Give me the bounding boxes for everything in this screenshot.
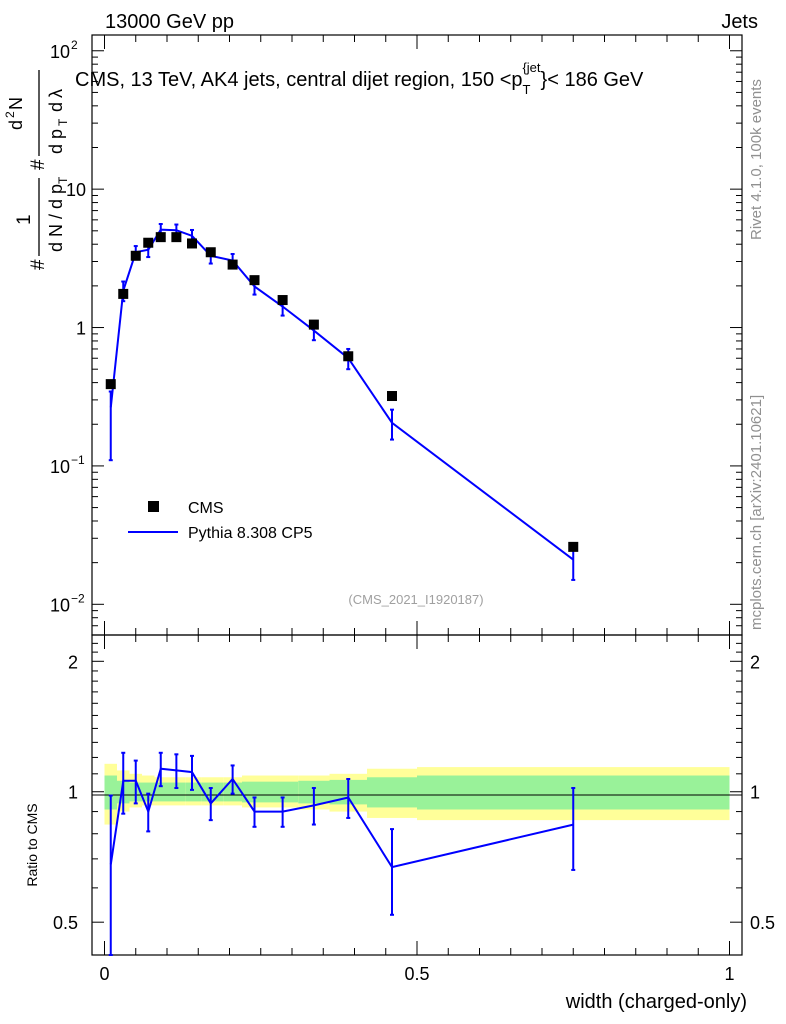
y-tick-label: 10 — [50, 595, 70, 615]
ratio-tick-label-right: 0.5 — [750, 913, 775, 933]
ratio-tick-label-right: 1 — [750, 783, 760, 803]
ratio-uncertainty-bands — [104, 763, 730, 825]
ratio-tick-label-right: 2 — [750, 652, 760, 672]
svg-text:d p: d p — [46, 129, 66, 154]
header-left: 13000 GeV pp — [105, 11, 234, 33]
svg-text:1: 1 — [14, 214, 35, 225]
svg-text:d: d — [46, 102, 66, 112]
svg-text:λ: λ — [46, 89, 66, 98]
cms-data-point — [343, 351, 354, 362]
band-inner-bin — [142, 782, 155, 802]
mcplots-label: mcplots.cern.ch [arXiv:2401.10621] — [748, 395, 765, 630]
cms-data-point — [205, 247, 216, 258]
cms-data-point — [171, 232, 182, 243]
cms-data-point — [568, 541, 579, 552]
y-tick-label: 10 — [50, 42, 70, 62]
x-axis-label: width (charged-only) — [565, 991, 747, 1013]
ratio-y-axis-label: Ratio to CMS — [24, 803, 40, 886]
svg-text:#: # — [28, 259, 49, 270]
x-tick-label: 0 — [99, 964, 109, 984]
cms-data-point — [277, 295, 288, 306]
cms-data-point — [387, 391, 397, 402]
svg-text:d: d — [6, 120, 26, 130]
cms-data-point — [308, 319, 319, 330]
y-tick-label: 10 — [50, 457, 70, 477]
main-series — [105, 222, 579, 581]
svg-text:2: 2 — [3, 111, 17, 118]
ratio-tick-label-left: 2 — [68, 652, 78, 672]
legend-label-cms: CMS — [188, 500, 224, 517]
legend-marker-cms — [148, 501, 159, 512]
pythia-line — [109, 228, 574, 561]
ratio-tick-label-left: 0.5 — [53, 913, 78, 933]
y-tick-label: 10 — [66, 180, 86, 200]
x-tick-label: 1 — [724, 964, 734, 984]
rivet-label: Rivet 4.1.0, 100k events — [748, 79, 765, 240]
header-right: Jets — [721, 11, 758, 33]
legend-label-pythia: Pythia 8.308 CP5 — [188, 525, 313, 542]
band-inner-bin — [154, 782, 167, 802]
y-tick-label-exponent: −1 — [71, 453, 85, 467]
cms-data-point — [187, 238, 197, 249]
legend: CMS Pythia 8.308 CP5 — [128, 500, 313, 542]
y-tick-label-exponent: −2 — [71, 591, 85, 605]
band-inner-bin — [185, 782, 202, 802]
band-inner-bin — [367, 777, 417, 808]
svg-text:d N / d p: d N / d p — [46, 184, 66, 252]
axis-ticks — [92, 35, 742, 955]
cms-data-point — [249, 275, 260, 286]
cms-data-point — [130, 250, 141, 261]
x-tick-label: 0.5 — [404, 964, 429, 984]
cms-data-point — [143, 237, 154, 248]
svg-text:T: T — [56, 118, 70, 126]
plot-title: CMS, 13 TeV, AK4 jets, central dijet reg… — [75, 60, 644, 97]
ratio-tick-label-left: 1 — [68, 783, 78, 803]
main-panel-frame — [91, 34, 743, 636]
cms-data-point — [105, 379, 116, 390]
cms-data-point — [155, 232, 166, 243]
band-inner-bin — [242, 781, 267, 803]
y-tick-label-exponent: 2 — [71, 38, 78, 52]
band-inner-bin — [104, 775, 117, 810]
band-inner-bin — [167, 782, 186, 802]
ratio-series — [108, 751, 576, 956]
cms-data-point — [227, 259, 238, 270]
analysis-id: (CMS_2021_I1920187) — [348, 592, 483, 607]
svg-text:T: T — [56, 176, 70, 184]
svg-text:#: # — [28, 159, 49, 170]
svg-text:N: N — [6, 97, 26, 110]
y-tick-label: 1 — [76, 319, 86, 339]
band-inner-bin — [267, 781, 299, 803]
cms-data-point — [118, 288, 129, 299]
main-y-axis-label: # 1 d N / d p T # d 2 N d p T d λ — [3, 70, 70, 270]
